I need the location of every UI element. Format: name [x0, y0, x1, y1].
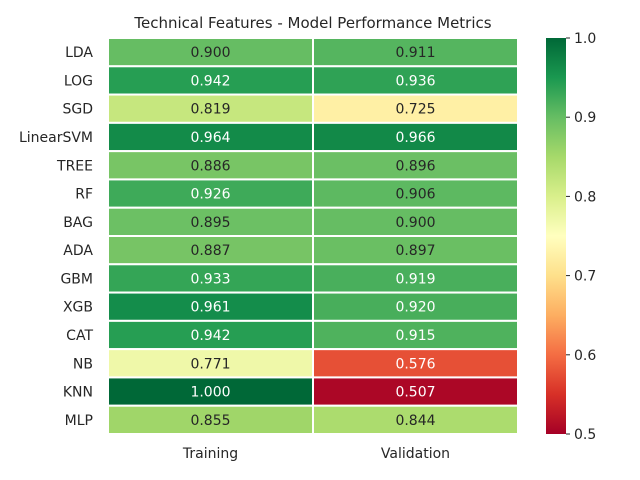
cell-value-label: 0.895 [190, 215, 230, 231]
row-label: NB [73, 356, 93, 372]
heatmap-cell [312, 206, 519, 237]
row-label: BAG [63, 215, 93, 231]
row-label: ADA [63, 243, 93, 259]
colorbar-tick-label: 0.6 [574, 348, 596, 364]
colorbar [546, 38, 566, 434]
cell-value-label: 0.966 [395, 130, 435, 146]
heatmap-cell [312, 93, 519, 124]
row-label: LinearSVM [19, 130, 93, 146]
cell-value-label: 0.819 [190, 102, 230, 118]
colorbar-tick-label: 0.9 [574, 110, 596, 126]
heatmap-cell [312, 319, 519, 351]
heatmap-cell [107, 235, 314, 266]
cell-value-label: 0.942 [190, 328, 230, 344]
heatmap-cell [312, 404, 519, 436]
row-label: RF [75, 187, 93, 203]
cell-value-label: 0.576 [395, 356, 435, 372]
colorbar-tick-label: 0.5 [574, 427, 596, 443]
heatmap-cell [312, 65, 519, 96]
cell-value-label: 0.844 [395, 413, 435, 429]
cell-value-label: 0.900 [395, 215, 435, 231]
row-label: XGB [63, 300, 93, 316]
cell-value-label: 0.855 [190, 413, 230, 429]
heatmap-cell [312, 121, 519, 153]
column-label: Training [182, 446, 238, 462]
cell-value-label: 0.896 [395, 158, 435, 174]
heatmap-cell [312, 263, 519, 294]
colorbar-tick-label: 0.8 [574, 189, 596, 205]
heatmap-cell [312, 376, 519, 407]
heatmap-cell [107, 121, 314, 153]
cell-value-label: 0.886 [190, 158, 230, 174]
cell-value-label: 0.964 [190, 130, 230, 146]
row-label: CAT [66, 328, 93, 344]
row-label: MLP [65, 413, 93, 429]
cell-value-label: 0.725 [395, 102, 435, 118]
row-label: KNN [63, 385, 93, 401]
cell-value-label: 0.897 [395, 243, 435, 259]
heatmap-cell [107, 376, 314, 407]
chart-title: Technical Features - Model Performance M… [134, 14, 492, 32]
cell-value-label: 0.942 [190, 73, 230, 89]
row-label: LDA [65, 45, 93, 61]
cell-value-label: 0.887 [190, 243, 230, 259]
cell-value-label: 0.933 [190, 271, 230, 287]
cell-value-label: 0.906 [395, 187, 435, 203]
cell-value-label: 1.000 [190, 385, 230, 401]
row-label: GBM [60, 271, 93, 287]
cell-value-label: 0.926 [190, 187, 230, 203]
colorbar-tick-label: 0.7 [574, 269, 596, 285]
colorbar-tick-label: 1.0 [574, 31, 596, 47]
cell-value-label: 0.915 [395, 328, 435, 344]
heatmap-cell [107, 178, 314, 209]
heatmap-cell [107, 206, 314, 237]
heatmap-cell [312, 348, 519, 379]
cell-value-label: 0.920 [395, 300, 435, 316]
cell-value-label: 0.771 [190, 356, 230, 372]
heatmap-cell [312, 235, 519, 266]
column-label: Validation [381, 446, 450, 462]
cell-value-label: 0.961 [190, 300, 230, 316]
cell-value-label: 0.507 [395, 385, 435, 401]
heatmap-cell [107, 150, 314, 181]
cell-value-label: 0.911 [395, 45, 435, 61]
heatmap-cell [107, 404, 314, 436]
row-label: SGD [62, 102, 93, 118]
row-label: TREE [56, 158, 93, 174]
heatmap-cell [107, 291, 314, 322]
cell-value-label: 0.936 [395, 73, 435, 89]
cell-value-label: 0.900 [190, 45, 230, 61]
row-label: LOG [64, 73, 93, 89]
cell-value-label: 0.919 [395, 271, 435, 287]
